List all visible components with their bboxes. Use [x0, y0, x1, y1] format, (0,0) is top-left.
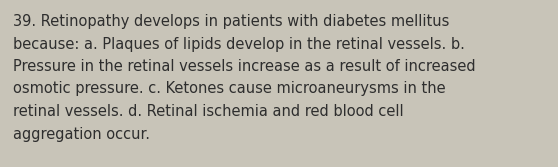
Text: retinal vessels. d. Retinal ischemia and red blood cell: retinal vessels. d. Retinal ischemia and…: [13, 104, 403, 119]
Text: osmotic pressure. c. Ketones cause microaneurysms in the: osmotic pressure. c. Ketones cause micro…: [13, 81, 446, 97]
Text: aggregation occur.: aggregation occur.: [13, 126, 150, 141]
Text: Pressure in the retinal vessels increase as a result of increased: Pressure in the retinal vessels increase…: [13, 59, 475, 74]
Text: because: a. Plaques of lipids develop in the retinal vessels. b.: because: a. Plaques of lipids develop in…: [13, 37, 465, 51]
Text: 39. Retinopathy develops in patients with diabetes mellitus: 39. Retinopathy develops in patients wit…: [13, 14, 449, 29]
